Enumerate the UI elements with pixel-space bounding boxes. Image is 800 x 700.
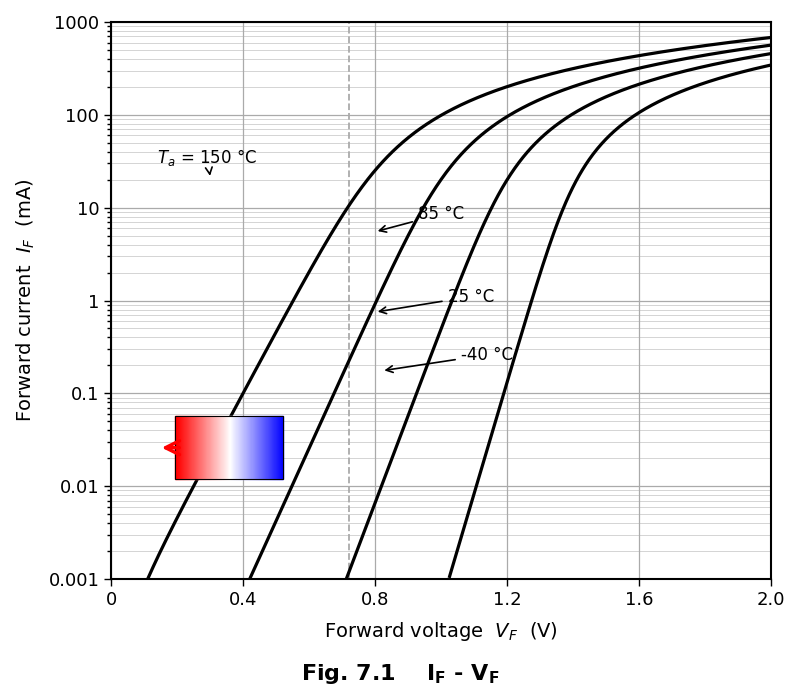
Text: -40 °C: -40 °C: [386, 346, 513, 372]
X-axis label: Forward voltage  $V_F$  (V): Forward voltage $V_F$ (V): [324, 620, 558, 643]
Bar: [175, 416, 282, 480]
Text: Fig. 7.1    $\mathbf{I_F}$ - $\mathbf{V_F}$: Fig. 7.1 $\mathbf{I_F}$ - $\mathbf{V_F}$: [301, 662, 499, 686]
Text: $T_a$ = 150 °C: $T_a$ = 150 °C: [158, 147, 258, 174]
Text: 25 °C: 25 °C: [379, 288, 494, 314]
Text: 85 °C: 85 °C: [379, 205, 464, 232]
Y-axis label: Forward current  $I_F$  (mA): Forward current $I_F$ (mA): [15, 178, 38, 422]
